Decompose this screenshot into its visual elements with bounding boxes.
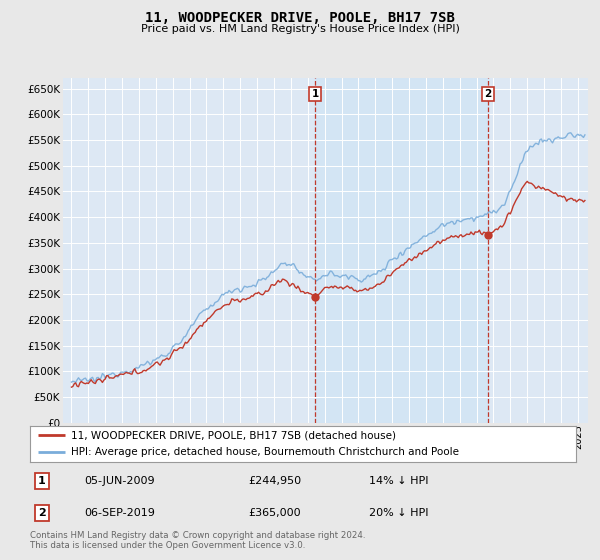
Text: 11, WOODPECKER DRIVE, POOLE, BH17 7SB: 11, WOODPECKER DRIVE, POOLE, BH17 7SB — [145, 11, 455, 25]
Text: 1: 1 — [38, 476, 46, 486]
Text: HPI: Average price, detached house, Bournemouth Christchurch and Poole: HPI: Average price, detached house, Bour… — [71, 447, 459, 457]
Text: 06-SEP-2019: 06-SEP-2019 — [85, 508, 155, 519]
Text: £365,000: £365,000 — [248, 508, 301, 519]
Text: Contains HM Land Registry data © Crown copyright and database right 2024.
This d: Contains HM Land Registry data © Crown c… — [30, 531, 365, 550]
Text: 11, WOODPECKER DRIVE, POOLE, BH17 7SB (detached house): 11, WOODPECKER DRIVE, POOLE, BH17 7SB (d… — [71, 431, 396, 440]
Text: 05-JUN-2009: 05-JUN-2009 — [85, 476, 155, 486]
Text: 20% ↓ HPI: 20% ↓ HPI — [368, 508, 428, 519]
Bar — [315, 78, 488, 423]
Text: 2: 2 — [484, 89, 491, 99]
Text: 2: 2 — [38, 508, 46, 519]
Text: Price paid vs. HM Land Registry's House Price Index (HPI): Price paid vs. HM Land Registry's House … — [140, 24, 460, 34]
Text: £244,950: £244,950 — [248, 476, 302, 486]
Text: 14% ↓ HPI: 14% ↓ HPI — [368, 476, 428, 486]
Text: 1: 1 — [311, 89, 319, 99]
